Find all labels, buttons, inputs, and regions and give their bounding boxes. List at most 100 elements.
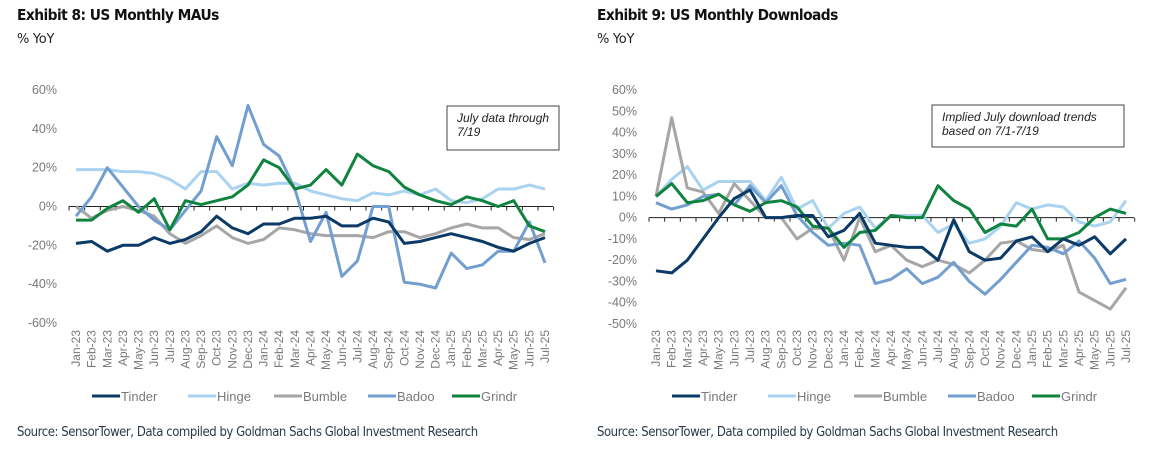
y-tick-label: -10% xyxy=(608,232,637,246)
x-tick-label: Oct-23 xyxy=(210,330,224,366)
mau-line-chart: 60%40%20%0%-20%-40%-60%Jan-23 Feb-23 Mar-2… xyxy=(28,83,560,404)
annotation-text: Implied July download trends xyxy=(942,110,1097,124)
x-tick-label: Mar-25 xyxy=(1056,330,1070,368)
exhibit-8-panel: Exhibit 8: US Monthly MAUs % YoY 60% 40% 2… xyxy=(17,6,560,440)
x-tick-label: Jun-24 xyxy=(915,330,929,367)
x-tick-label: Nov-24 xyxy=(413,330,427,369)
chart-title: Exhibit 9: US Monthly Downloads xyxy=(597,6,838,24)
legend-label-badoo: Badoo xyxy=(977,389,1015,404)
x-tick-label: Mar-25 xyxy=(475,330,489,368)
x-tick-label: Jul-25 xyxy=(538,330,552,363)
series-line-bumble xyxy=(75,205,546,245)
legend-label-badoo: Badoo xyxy=(397,389,435,404)
legend-label-bumble: Bumble xyxy=(303,389,347,404)
x-tick-label: Jun-25 xyxy=(522,330,536,367)
x-tick-label: Jul-23 xyxy=(163,330,177,363)
x-tick-label: Jan-25 xyxy=(444,330,458,367)
x-tick-label: Jun-25 xyxy=(1103,330,1117,367)
legend-label-hinge: Hinge xyxy=(797,389,831,404)
x-tick-label: Apr-25 xyxy=(491,330,505,366)
y-tick-label: -40% xyxy=(608,296,637,310)
x-tick-label: Apr-24 xyxy=(304,330,318,366)
x-tick-label: Mar-23 xyxy=(680,330,694,368)
x-tick-label: Nov-23 xyxy=(225,330,239,369)
chart-subtitle: % YoY xyxy=(597,32,635,47)
x-tick-label: Sep-24 xyxy=(382,330,396,369)
series-line-tinder xyxy=(75,214,546,253)
x-tick-label: Jul-25 xyxy=(1119,330,1133,363)
y-tick-label: 0% xyxy=(39,200,57,214)
x-tick-label: Mar-24 xyxy=(868,330,882,368)
legend-label-tinder: Tinder xyxy=(121,389,158,404)
x-tick-label: Aug-23 xyxy=(759,330,773,369)
source-note: Source: SensorTower, Data compiled by Go… xyxy=(597,425,1058,440)
series-line-tinder xyxy=(655,188,1128,275)
x-tick-label: Jul-24 xyxy=(931,330,945,363)
y-tick-label: -20% xyxy=(608,253,637,267)
x-tick-label: Feb-23 xyxy=(85,330,99,368)
x-tick-label: May-24 xyxy=(319,330,333,370)
series-line-hinge xyxy=(654,165,1128,245)
x-tick-label: Jan-24 xyxy=(257,330,271,367)
x-tick-label: Feb-25 xyxy=(1041,330,1055,368)
x-tick-label: Aug-24 xyxy=(947,330,961,369)
annotation-text: July data through xyxy=(456,111,549,125)
x-tick-label: Feb-24 xyxy=(272,330,286,368)
x-tick-label: Oct-24 xyxy=(978,330,992,366)
y-tick-label: -30% xyxy=(608,274,637,288)
series-line-grindr xyxy=(655,182,1127,249)
annotation-box xyxy=(931,104,1125,148)
x-tick-label: Nov-23 xyxy=(806,330,820,369)
x-tick-label: Mar-23 xyxy=(100,330,114,368)
y-tick-label: -40% xyxy=(28,277,57,291)
x-tick-label: Jan-25 xyxy=(1025,330,1039,367)
x-tick-label: Dec-23 xyxy=(241,330,255,369)
x-tick-label: Feb-25 xyxy=(460,330,474,368)
source-note: Source: SensorTower, Data compiled by Go… xyxy=(17,425,478,440)
x-tick-label: Dec-24 xyxy=(429,330,443,369)
legend-label-grindr: Grindr xyxy=(1061,389,1098,404)
y-tick-label: 50% xyxy=(612,104,637,118)
legend-label-hinge: Hinge xyxy=(217,389,251,404)
y-tick-label: 30% xyxy=(612,147,637,161)
y-tick-label: 0% xyxy=(619,211,637,225)
x-tick-label: Sep-23 xyxy=(774,330,788,369)
x-tick-label: Jan-23 xyxy=(69,330,83,367)
x-tick-label: Aug-23 xyxy=(178,330,192,369)
series-line-badoo xyxy=(74,104,547,290)
y-tick-label: 20% xyxy=(612,168,637,182)
x-tick-label: Apr-23 xyxy=(116,330,130,366)
x-tick-label: Sep-23 xyxy=(194,330,208,369)
x-tick-label: Mar-24 xyxy=(288,330,302,368)
x-tick-label: Jan-24 xyxy=(837,330,851,367)
y-tick-label: -60% xyxy=(28,316,57,330)
x-tick-label: May-25 xyxy=(507,330,521,370)
annotation-text: based on 7/1-7/19 xyxy=(942,124,1039,138)
exhibit-9-panel: Exhibit 9: US Monthly Downloads % YoY 60… xyxy=(580,0,1156,450)
x-tick-label: Jul-24 xyxy=(350,330,364,363)
x-tick-label: Dec-24 xyxy=(1009,330,1023,369)
y-tick-label: 40% xyxy=(32,122,57,136)
x-tick-label: Dec-23 xyxy=(821,330,835,369)
x-tick-label: May-23 xyxy=(712,330,726,370)
y-tick-label: 60% xyxy=(32,83,57,97)
y-tick-label: 40% xyxy=(612,126,637,140)
x-tick-label: Jun-23 xyxy=(727,330,741,367)
x-tick-label: Apr-25 xyxy=(1072,330,1086,366)
x-tick-label: Oct-23 xyxy=(790,330,804,366)
x-tick-label: Oct-24 xyxy=(397,330,411,366)
chart-title: Exhibit 8: US Monthly MAUs xyxy=(17,6,219,24)
y-tick-label: -50% xyxy=(608,317,637,331)
series-line-hinge xyxy=(76,168,546,205)
downloads-line-chart: 60% 50% 40% 30% 20% 10% 0% -10% -20% -30% -40% -50%… xyxy=(608,83,1136,404)
series-line-grindr xyxy=(76,152,546,234)
annotation-text: 7/19 xyxy=(457,125,481,139)
chart-subtitle: % YoY xyxy=(17,32,55,47)
x-tick-label: Jun-24 xyxy=(335,330,349,367)
x-tick-label: Feb-24 xyxy=(853,330,867,368)
y-tick-label: -20% xyxy=(28,238,57,252)
y-tick-label: 60% xyxy=(612,83,637,97)
x-tick-label: Nov-24 xyxy=(994,330,1008,369)
x-tick-label: Apr-24 xyxy=(884,330,898,366)
x-tick-label: Jan-23 xyxy=(649,330,663,367)
